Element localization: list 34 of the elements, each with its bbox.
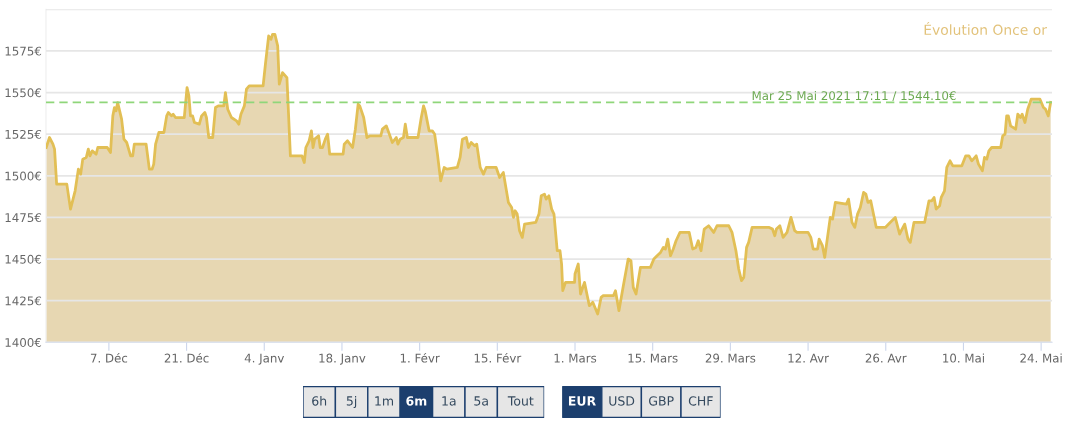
category-label: Tout	[507, 396, 534, 406]
x-tick-label: 7. Déc	[90, 352, 128, 363]
y-tick-label: 1425€	[5, 296, 42, 306]
x-tick-label: 18. Janv	[319, 353, 366, 365]
category-label: 6h	[312, 395, 327, 406]
text: Évolution Once or	[924, 21, 1047, 36]
x-tick-label: 24. Mai	[1020, 353, 1062, 363]
ref-line-label: Mar 25 Mai 2021 17:11 / 1544.10€	[752, 90, 956, 102]
x-tick-label: 29. Mars	[705, 353, 756, 363]
category-label: 6m	[406, 396, 427, 406]
y-tick-label: 1450€	[5, 254, 42, 264]
x-tick-label: 15. Févr	[474, 352, 522, 363]
y-tick-label: 1525€	[5, 129, 42, 139]
category-label: CHF	[688, 396, 713, 406]
y-tick-label: 1500€	[5, 171, 42, 181]
x-tick-label: 1. Févr	[400, 352, 440, 363]
x-tick-label: 4. Janv	[244, 353, 285, 365]
category-label: USD	[609, 396, 635, 406]
x-tick-label: 15. Mars	[628, 353, 678, 363]
y-tick-label: 1475€	[5, 213, 42, 223]
x-tick-label: 1. Mars	[554, 353, 597, 363]
y-tick-label: 1575€	[5, 46, 42, 56]
y-tick-label: 1550€	[5, 88, 42, 98]
x-tick-label: 21. Déc	[164, 352, 209, 363]
y-tick-label: 1400€	[5, 338, 42, 347]
category-label: GBP	[649, 396, 674, 406]
category-label: 1a	[442, 396, 456, 406]
category-label: 5a	[474, 396, 488, 406]
category-label: 5j	[346, 395, 357, 409]
x-tick-label: 26. Avr	[865, 353, 907, 363]
x-tick-label: 12. Avr	[788, 353, 829, 363]
category-label: 1m	[375, 396, 393, 406]
category-label: EUR	[568, 396, 596, 406]
x-tick-label: 10. Mai	[943, 353, 984, 363]
